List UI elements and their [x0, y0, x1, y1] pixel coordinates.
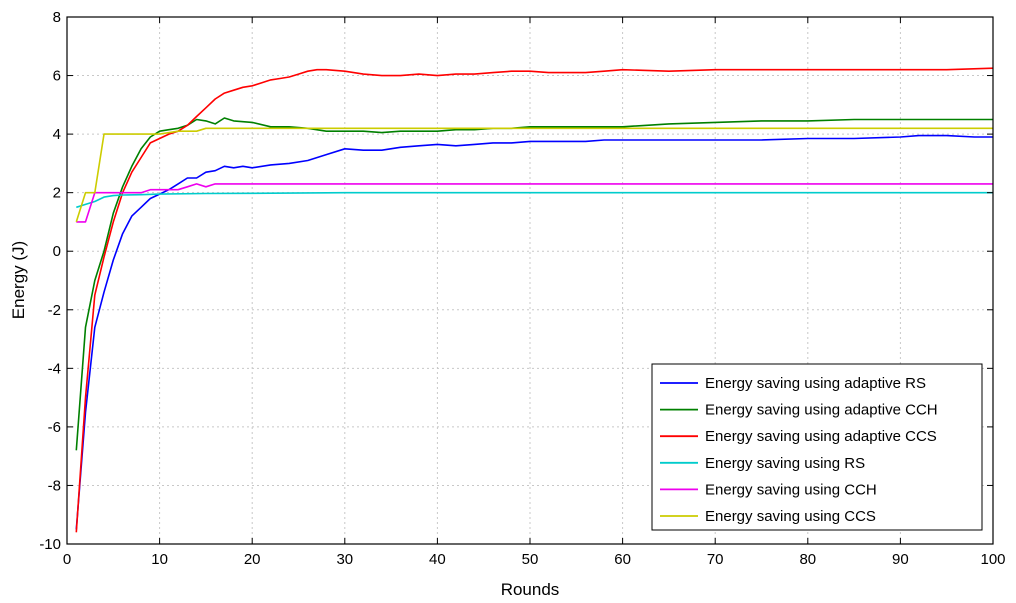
series-line-1: [75, 117, 993, 451]
y-axis-label: Energy (J): [9, 241, 28, 319]
y-tick-label: 4: [53, 126, 61, 143]
x-tick-label: 90: [892, 551, 909, 568]
legend-label: Energy saving using CCS: [705, 508, 876, 525]
y-tick-label: -6: [48, 419, 61, 436]
y-tick-labels: -10 -8 -6 -4 -2 0 2 4 6 8: [39, 9, 61, 553]
series-line-3: [76, 191, 993, 209]
legend-label: Energy saving using CCH: [705, 481, 877, 498]
y-tick-label: -8: [48, 477, 61, 494]
legend-label: Energy saving using adaptive CCH: [705, 402, 938, 419]
x-tick-label: 30: [336, 551, 353, 568]
x-tick-label: 0: [63, 551, 71, 568]
x-tick-label: 40: [429, 551, 446, 568]
y-tick-label: -4: [48, 360, 61, 377]
y-tick-label: -2: [48, 302, 61, 319]
y-tick-label: 0: [53, 243, 61, 260]
series-line-5: [75, 127, 993, 223]
legend-label: Energy saving using adaptive CCS: [705, 428, 937, 445]
y-tick-label: 2: [53, 185, 61, 202]
legend: Energy saving using adaptive RS Energy sa…: [651, 363, 983, 531]
legend-label: Energy saving using adaptive RS: [705, 375, 926, 392]
x-tick-label: 60: [614, 551, 631, 568]
legend-label: Energy saving using RS: [705, 455, 865, 472]
x-axis-label: Rounds: [501, 580, 560, 599]
x-tick-label: 100: [980, 551, 1005, 568]
series-line-4: [76, 183, 993, 223]
x-tick-labels: 0 10 20 30 40 50 60 70 80 90 100: [63, 551, 1006, 568]
y-tick-label: -10: [39, 536, 61, 553]
series-line-2: [75, 67, 994, 533]
x-tick-label: 70: [707, 551, 724, 568]
series-lines: [75, 67, 994, 533]
x-tick-label: 10: [151, 551, 168, 568]
legend-box: [651, 363, 983, 531]
ticks: [66, 16, 994, 545]
y-tick-label: 6: [53, 68, 61, 85]
series-line-0: [75, 134, 993, 530]
x-tick-label: 20: [244, 551, 261, 568]
x-tick-label: 50: [522, 551, 539, 568]
x-tick-label: 80: [799, 551, 816, 568]
y-tick-label: 8: [53, 9, 61, 26]
